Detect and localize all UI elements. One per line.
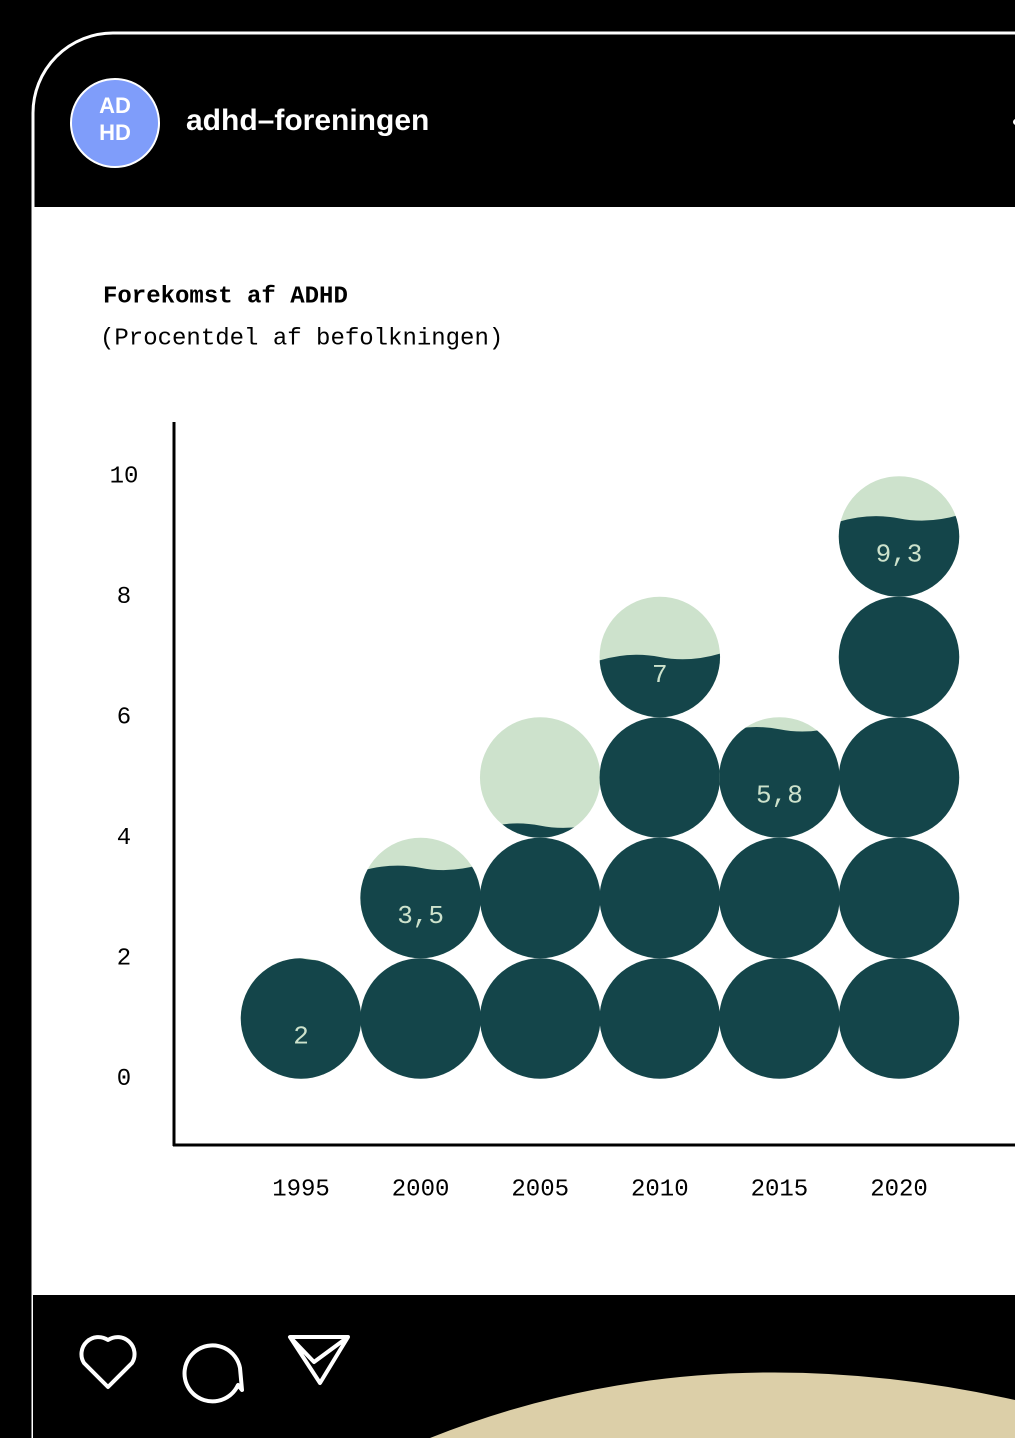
data-label: 3,5: [397, 901, 444, 931]
page: AD HD adhd–foreningen Forekomst af ADHD …: [0, 0, 1015, 1438]
y-tick-label: 0: [117, 1066, 131, 1093]
y-tick-label: 6: [117, 705, 131, 732]
x-tick-label: 2015: [751, 1176, 809, 1203]
y-tick-label: 2: [117, 946, 131, 973]
chart-title: Forekomst af ADHD: [103, 283, 348, 310]
x-tick-label: 2020: [870, 1176, 928, 1203]
username[interactable]: adhd–foreningen: [186, 104, 429, 137]
y-tick-label: 10: [110, 464, 139, 491]
x-tick-label: 2000: [392, 1176, 450, 1203]
post: AD HD adhd–foreningen Forekomst af ADHD …: [0, 0, 1015, 1438]
y-tick-label: 8: [117, 584, 131, 611]
x-tick-label: 2010: [631, 1176, 689, 1203]
x-tick-label: 1995: [272, 1176, 330, 1203]
data-label: 2: [293, 1021, 309, 1051]
data-label: 4,2: [517, 780, 564, 810]
data-label: 7: [652, 660, 668, 690]
bar: [478, 717, 603, 1079]
x-tick-label: 2005: [511, 1176, 569, 1203]
data-label: 9,3: [876, 539, 923, 569]
avatar-text: AD: [99, 93, 131, 118]
avatar-text: HD: [99, 120, 131, 145]
data-label: 5,8: [756, 780, 803, 810]
chart-subtitle: (Procentdel af befolkningen): [100, 325, 503, 352]
y-tick-label: 4: [117, 825, 131, 852]
bar: [717, 717, 842, 1079]
